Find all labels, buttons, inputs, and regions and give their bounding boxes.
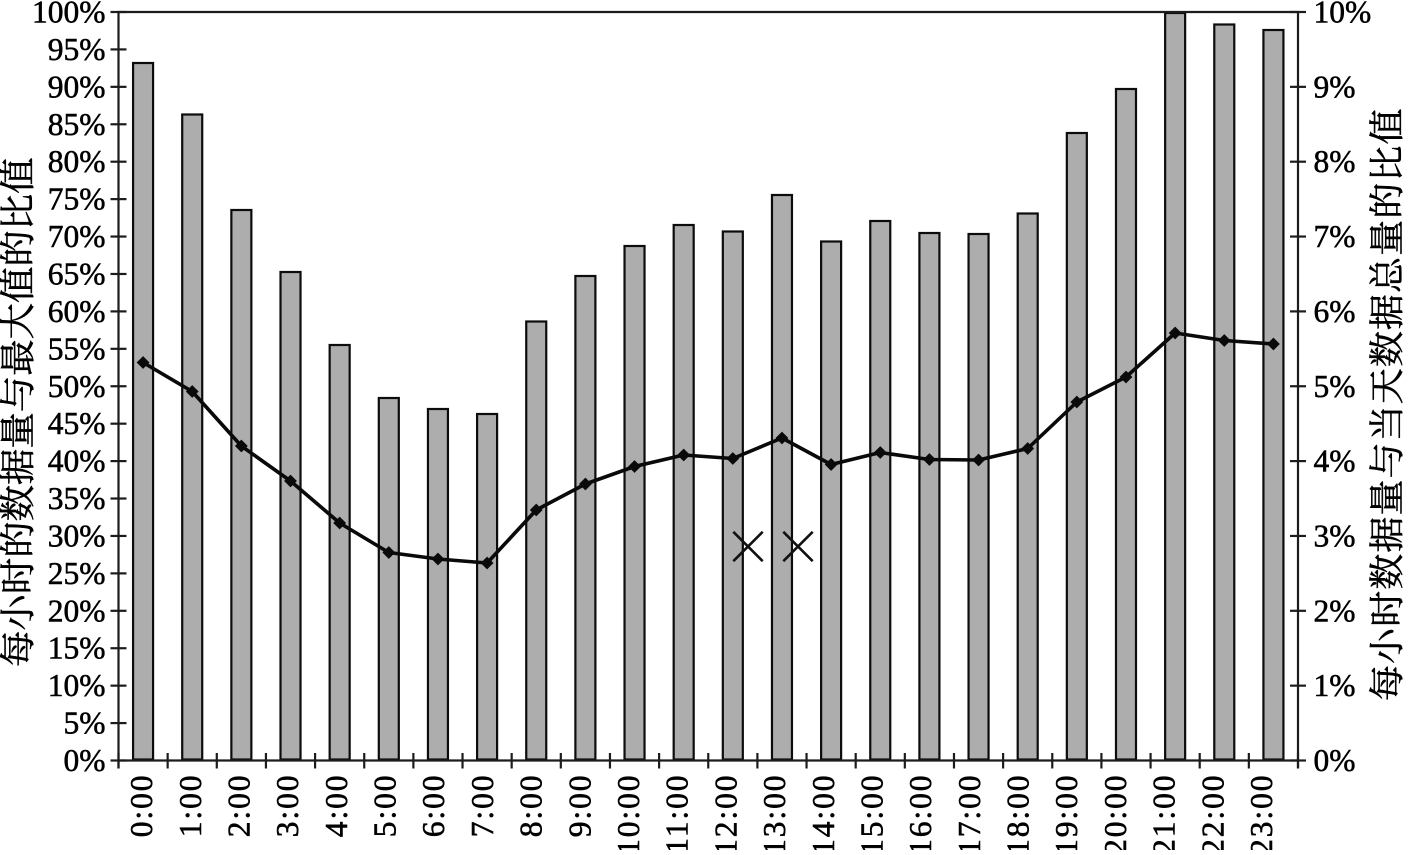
svg-text:19:00: 19:00	[1049, 774, 1084, 850]
svg-text:15:00: 15:00	[854, 774, 889, 850]
svg-text:7:00: 7:00	[465, 774, 500, 838]
svg-text:15%: 15%	[48, 631, 106, 666]
svg-text:10%: 10%	[1314, 0, 1372, 30]
svg-text:35%: 35%	[48, 481, 106, 516]
svg-text:0%: 0%	[1314, 743, 1356, 778]
svg-text:17:00: 17:00	[952, 774, 987, 850]
svg-text:13:00: 13:00	[757, 774, 792, 850]
svg-text:75%: 75%	[48, 182, 106, 217]
svg-text:7%: 7%	[1314, 219, 1356, 254]
svg-text:18:00: 18:00	[1001, 774, 1036, 850]
svg-text:65%: 65%	[48, 257, 106, 292]
svg-text:9%: 9%	[1314, 69, 1356, 104]
svg-text:8:00: 8:00	[514, 774, 549, 838]
svg-text:55%: 55%	[48, 331, 106, 366]
svg-text:12:00: 12:00	[708, 774, 743, 850]
svg-text:0%: 0%	[64, 743, 106, 778]
svg-text:3%: 3%	[1314, 519, 1356, 554]
svg-text:3:00: 3:00	[270, 774, 305, 838]
svg-text:5%: 5%	[64, 706, 106, 741]
svg-text:95%: 95%	[48, 32, 106, 67]
svg-text:50%: 50%	[48, 369, 106, 404]
svg-text:20%: 20%	[48, 593, 106, 628]
svg-text:80%: 80%	[48, 144, 106, 179]
svg-text:14:00: 14:00	[806, 774, 841, 850]
svg-text:1:00: 1:00	[173, 774, 208, 838]
svg-text:23:00: 23:00	[1244, 774, 1279, 850]
svg-text:5%: 5%	[1314, 369, 1356, 404]
svg-text:10:00: 10:00	[611, 774, 646, 850]
svg-text:9:00: 9:00	[562, 774, 597, 838]
svg-text:22:00: 22:00	[1195, 774, 1230, 850]
svg-text:8%: 8%	[1314, 144, 1356, 179]
svg-text:45%: 45%	[48, 406, 106, 441]
svg-text:10%: 10%	[48, 668, 106, 703]
svg-text:0:00: 0:00	[124, 774, 159, 838]
svg-text:30%: 30%	[48, 519, 106, 554]
svg-text:6%: 6%	[1314, 294, 1356, 329]
svg-text:21:00: 21:00	[1147, 774, 1182, 850]
svg-text:100%: 100%	[32, 0, 106, 30]
svg-text:1%: 1%	[1314, 668, 1356, 703]
svg-text:4:00: 4:00	[319, 774, 354, 838]
svg-text:20:00: 20:00	[1098, 774, 1133, 850]
svg-text:85%: 85%	[48, 107, 106, 142]
svg-text:16:00: 16:00	[903, 774, 938, 850]
svg-text:2%: 2%	[1314, 593, 1356, 628]
svg-text:11:00: 11:00	[660, 774, 695, 850]
svg-text:40%: 40%	[48, 444, 106, 479]
svg-text:6:00: 6:00	[416, 774, 451, 838]
svg-text:5:00: 5:00	[368, 774, 403, 838]
svg-text:90%: 90%	[48, 69, 106, 104]
svg-text:70%: 70%	[48, 219, 106, 254]
svg-text:4%: 4%	[1314, 444, 1356, 479]
svg-text:25%: 25%	[48, 556, 106, 591]
svg-text:60%: 60%	[48, 294, 106, 329]
svg-text:2:00: 2:00	[221, 774, 256, 838]
